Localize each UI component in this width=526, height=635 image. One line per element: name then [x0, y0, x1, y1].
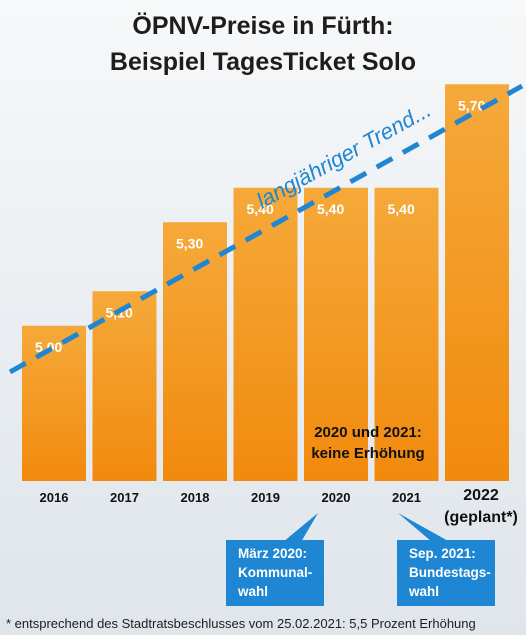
- bar-value-label-2022: 5,70: [458, 97, 485, 113]
- no-increase-note-line1: 2020 und 2021:: [314, 424, 422, 441]
- callout-kommunalwahl-line1: März 2020:: [238, 546, 307, 561]
- bar-2021: [374, 187, 439, 481]
- footnote: * entsprechend des Stadtratsbeschlusses …: [6, 616, 476, 631]
- bars-group: 5,005,105,305,405,405,405,70: [22, 84, 509, 481]
- x-tick-label-2016: 2016: [40, 490, 69, 505]
- bar-2017: [92, 291, 157, 481]
- callout-bundestagswahl-line1: Sep. 2021:: [409, 546, 476, 561]
- bar-value-label-2018: 5,30: [176, 235, 203, 251]
- bar-2018: [163, 222, 227, 481]
- x-tick-sublabel-2022: (geplant*): [444, 509, 518, 526]
- bar-2019: [233, 187, 298, 481]
- x-axis-ticks: 2016 2017 2018 2019 2020 2021 2022 (geplant*): [40, 487, 518, 526]
- x-tick-label-2017: 2017: [110, 490, 139, 505]
- bar-value-label-2019: 5,40: [247, 201, 274, 217]
- bar-2022: [445, 84, 509, 481]
- callout-pointer-2021: [398, 513, 450, 542]
- x-tick-label-2021: 2021: [392, 490, 421, 505]
- x-tick-label-2022: 2022: [463, 487, 499, 504]
- bar-value-label-2020: 5,40: [317, 201, 344, 217]
- callout-bundestagswahl: Sep. 2021: Bundestags- wahl: [397, 540, 495, 606]
- bar-2016: [22, 325, 86, 481]
- callout-kommunalwahl-line2: Kommunal-: [238, 565, 312, 580]
- bar-value-label-2016: 5,00: [35, 339, 62, 355]
- chart-title-line2: Beispiel TagesTicket Solo: [110, 48, 416, 76]
- no-increase-note-line2: keine Erhöhung: [311, 445, 424, 462]
- x-tick-label-2018: 2018: [181, 490, 210, 505]
- bar-2020: [304, 187, 368, 481]
- callout-kommunalwahl-line3: wahl: [237, 584, 268, 599]
- x-tick-label-2019: 2019: [251, 490, 280, 505]
- callout-pointer-2020: [283, 513, 318, 542]
- callout-bundestagswahl-line3: wahl: [408, 584, 439, 599]
- x-tick-label-2020: 2020: [322, 490, 351, 505]
- chart-title-line1: ÖPNV-Preise in Fürth:: [132, 11, 393, 40]
- trend-line: [8, 83, 524, 375]
- bar-value-label-2021: 5,40: [388, 201, 415, 217]
- callout-kommunalwahl: März 2020: Kommunal- wahl: [226, 540, 324, 606]
- callout-bundestagswahl-line2: Bundestags-: [409, 565, 491, 580]
